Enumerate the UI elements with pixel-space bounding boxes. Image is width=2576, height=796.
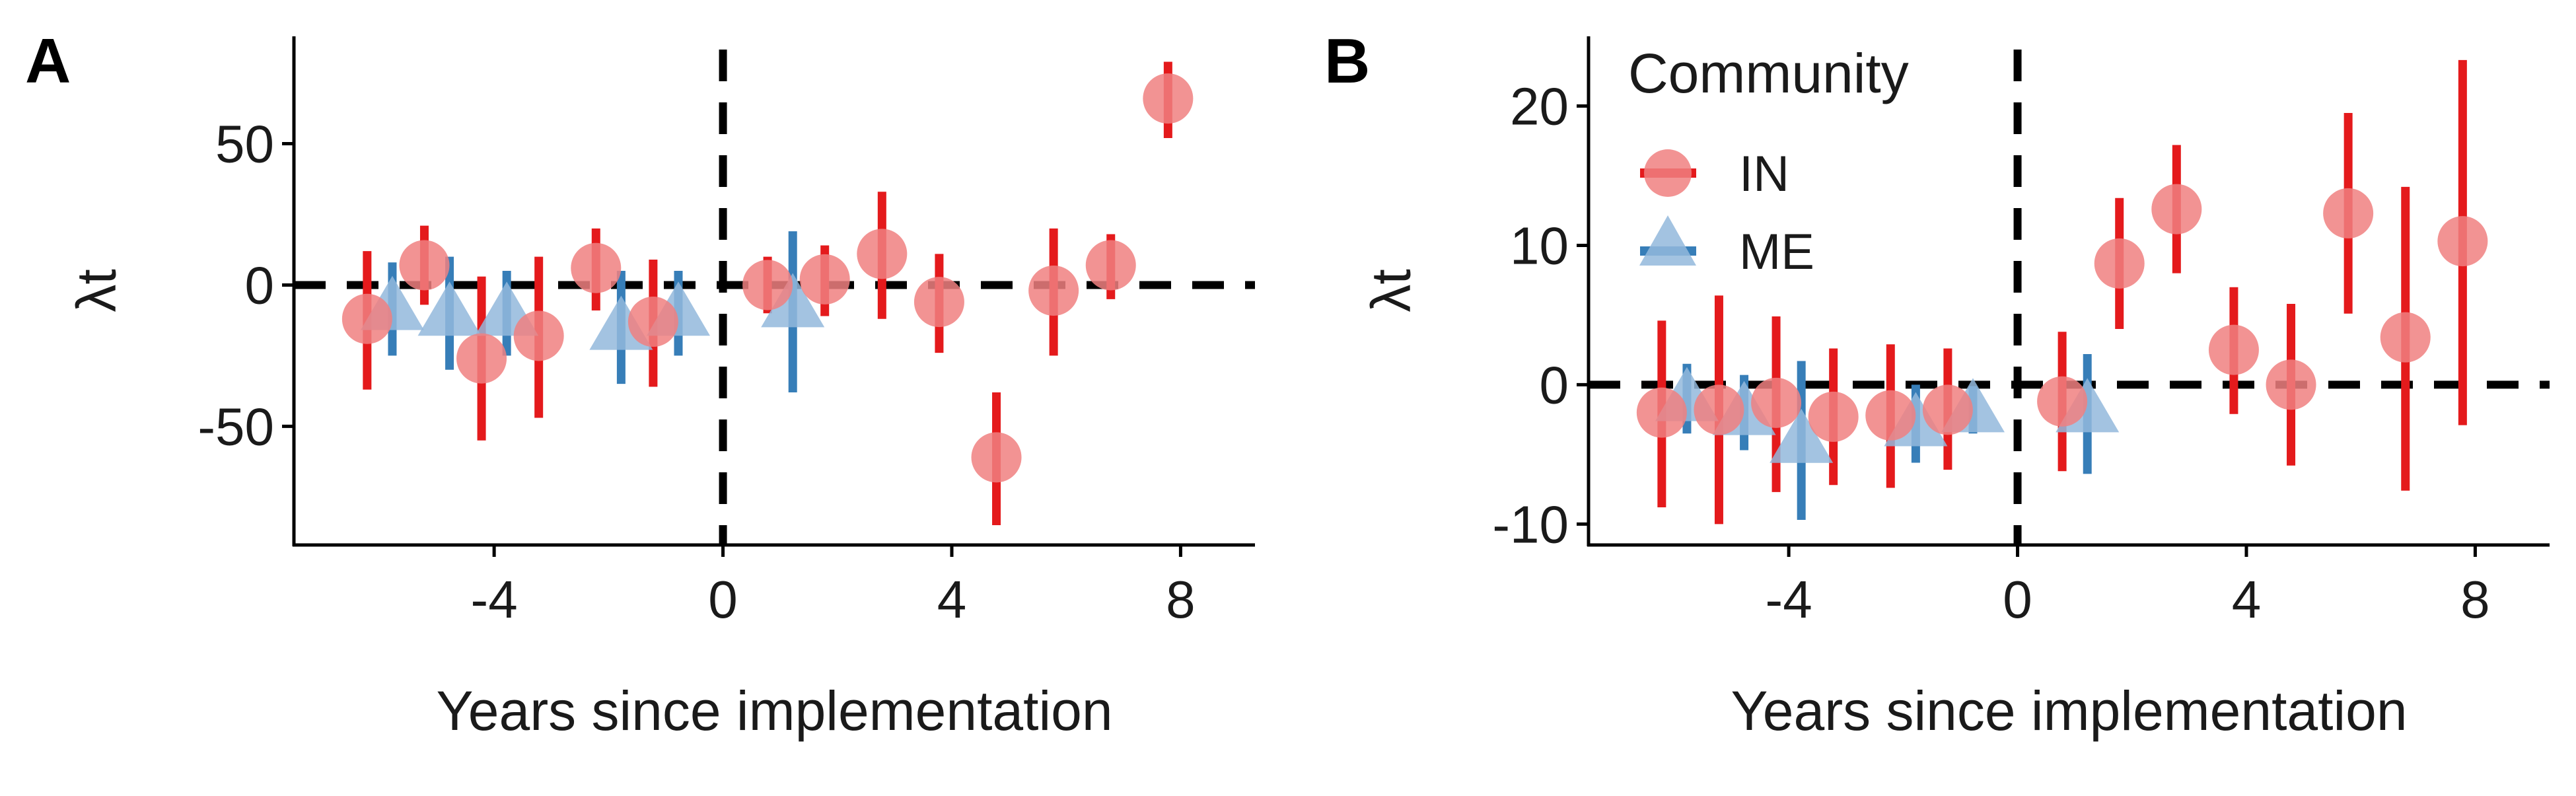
panel-a-in-point	[341, 293, 392, 344]
panel-a-x-tick-label: -4	[471, 570, 518, 629]
legend-title: Community	[1628, 42, 1909, 104]
panel-b-x-tick-label: -4	[1766, 570, 1812, 629]
panel-a-letter: A	[25, 26, 71, 96]
panel-b-letter: B	[1324, 26, 1370, 96]
panel-a-in-point	[971, 432, 1022, 483]
panel-a-me-point	[761, 273, 825, 328]
panel-b-y-tick-label: 0	[1540, 355, 1569, 414]
panel-a-x-tick-label: 0	[708, 570, 738, 629]
panel-a-y-tick-label: 50	[215, 115, 274, 174]
panel-a-x-tick-label: 8	[1166, 570, 1196, 629]
panel-b: B -10 0 10 20 -4 0 4 8 Years since implementation…	[1324, 26, 2550, 742]
panel-a-in-point	[399, 240, 450, 291]
panel-b-in-point	[2323, 188, 2374, 238]
panel-b-in-point	[1694, 384, 1744, 435]
panel-a-y-tick-label: 0	[245, 256, 275, 314]
panel-a-x-axis-title: Years since implementation	[436, 680, 1112, 742]
panel-a-me-point	[417, 281, 482, 336]
legend-me-label: ME	[1739, 224, 1814, 280]
panel-b-y-tick-label: 10	[1510, 216, 1569, 275]
panel-b-in-point	[1636, 387, 1687, 438]
panel-a-in-point	[456, 333, 507, 384]
panel-b-in-point	[1751, 377, 1802, 428]
panel-b-me-point	[1770, 408, 1834, 463]
panel-a-in-point	[1143, 73, 1194, 124]
panel-a-in-point	[799, 254, 850, 305]
panel-b-in-point	[2094, 238, 2145, 289]
panel-b-x-tick-label: 0	[2003, 570, 2032, 629]
legend: Community IN ME	[1628, 42, 1909, 280]
panel-b-x-tick-label: 4	[2232, 570, 2262, 629]
panel-a-x-tick-label: 4	[937, 570, 967, 629]
panel-a-y-axis-title: λt	[65, 269, 127, 312]
panel-b-in-point	[1922, 384, 1973, 435]
legend-me-triangle	[1639, 215, 1696, 266]
panel-b-x-axis-title: Years since implementation	[1731, 680, 2407, 742]
panel-a-in-point	[742, 260, 793, 310]
legend-entry-in: IN	[1640, 146, 1789, 202]
panel-b-in-point	[2437, 216, 2488, 267]
legend-entry-me: ME	[1639, 215, 1814, 280]
panel-b-in-point	[2208, 324, 2259, 375]
panel-b-y-axis-title: λt	[1360, 269, 1422, 312]
panel-b-in-point	[2037, 376, 2088, 427]
panel-b-y-tick-label: 20	[1510, 77, 1569, 135]
panel-a-in-point	[913, 277, 964, 328]
panel-a-in-point	[513, 310, 564, 361]
panel-b-y-tick-label: -10	[1492, 495, 1569, 554]
panel-b-x-tick-label: 8	[2460, 570, 2490, 629]
panel-a-in-point	[857, 229, 908, 279]
panel-b-in-point	[2151, 184, 2202, 235]
panel-a-in-point	[571, 242, 622, 293]
panel-b-in-point	[1808, 391, 1859, 442]
panel-a-y-tick-label: -50	[197, 397, 274, 456]
panel-b-in-point	[1865, 390, 1916, 441]
panel-a-in-point	[627, 297, 678, 347]
panel-a-in-point	[1085, 240, 1136, 291]
panel-a: A -50 0 50 -4 0 4 8 Years since implementation λt	[25, 26, 1255, 742]
legend-in-label: IN	[1739, 146, 1789, 202]
panel-a-in-point	[1028, 266, 1079, 316]
panel-b-in-point	[2380, 312, 2431, 363]
panel-b-in-point	[2266, 359, 2316, 410]
legend-in-circle	[1644, 149, 1692, 197]
